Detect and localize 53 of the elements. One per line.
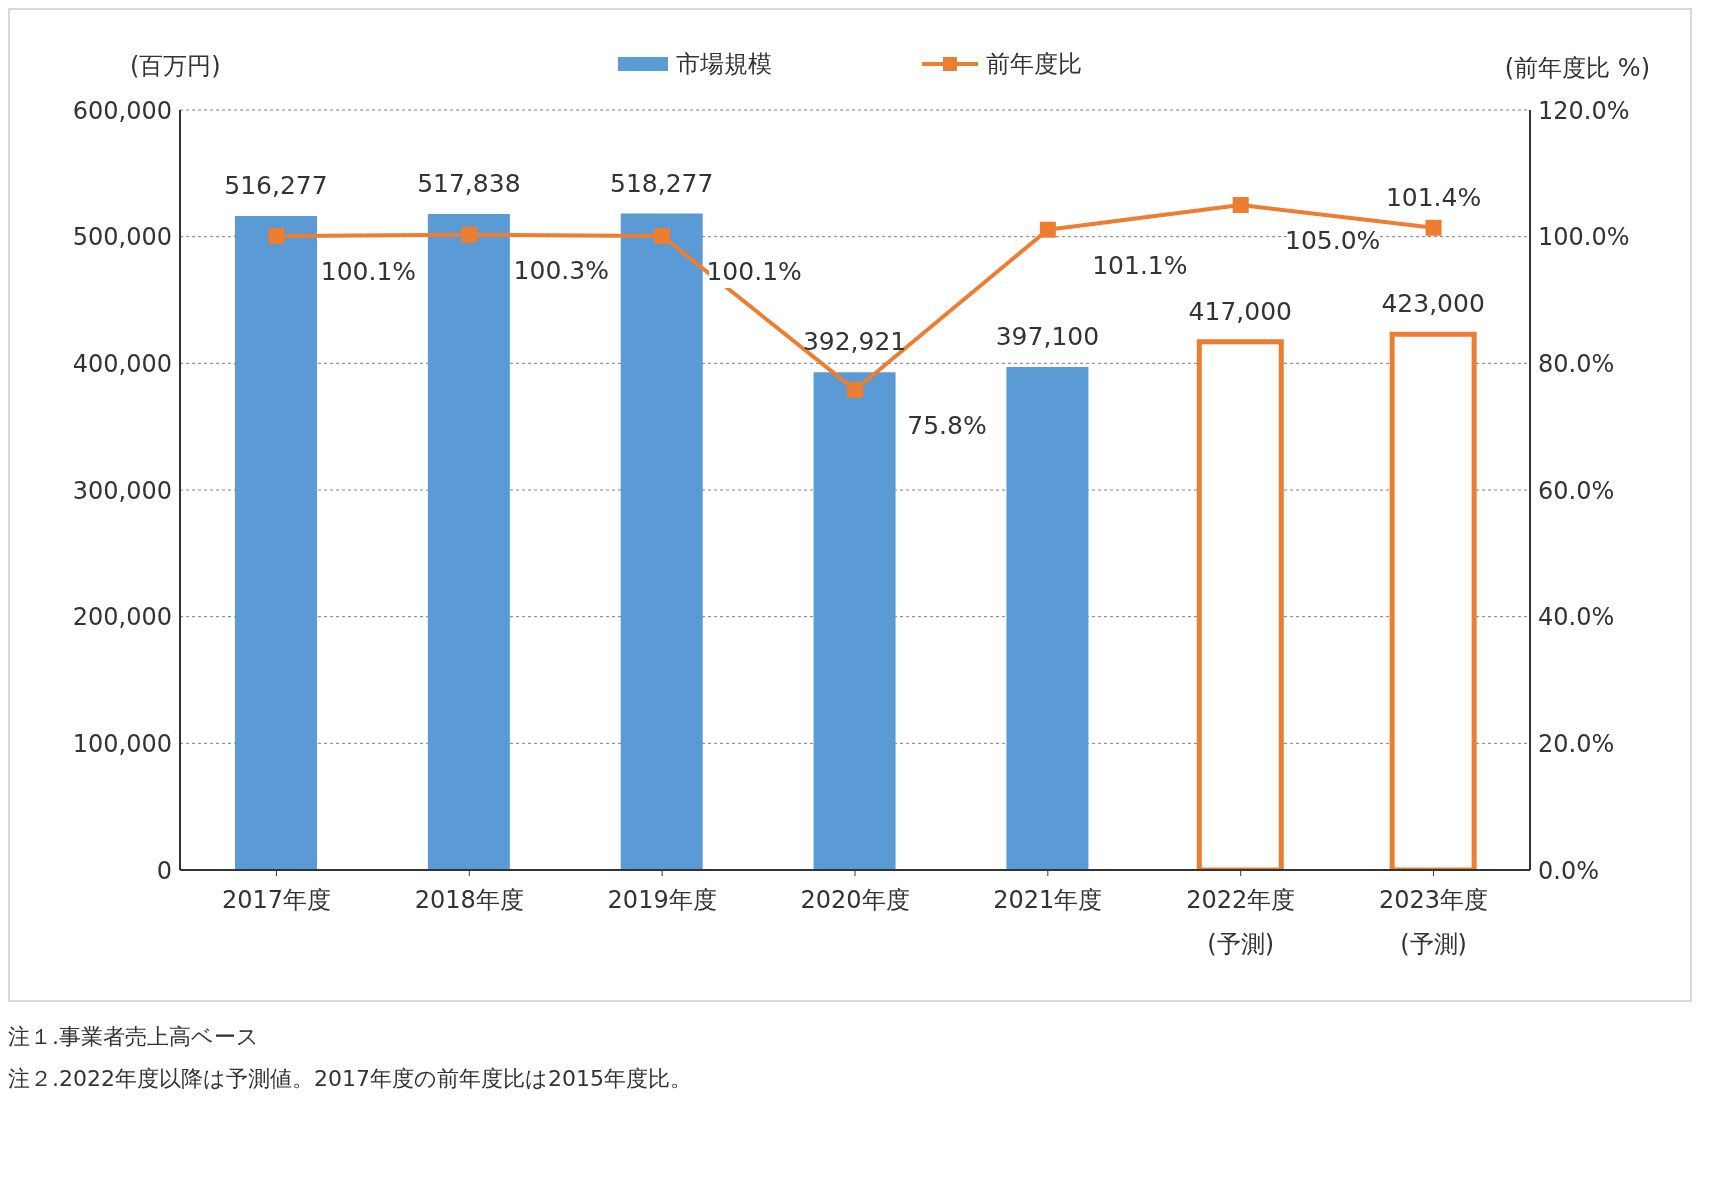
x-tick-label: 2018年度 [414, 886, 524, 914]
y-tick-label: 300,000 [72, 476, 172, 505]
y2-tick-label: 40.0% [1538, 603, 1615, 632]
y2-tick-label: 60.0% [1538, 476, 1615, 505]
x-tick-label: 2022年度 (予測) [1186, 886, 1296, 958]
x-tick-label: 2021年度 [993, 886, 1103, 914]
bar [235, 216, 317, 870]
text: 注１.事業者売上高ベース [8, 1023, 260, 1051]
data-label: 105.0% [1285, 226, 1381, 255]
bar [427, 214, 510, 870]
text: 注２.2022年度以降は予測値。2017年度の前年度比は2015年度比。 [8, 1065, 693, 1093]
legend-label: 市場規模 [676, 49, 772, 80]
y2-tick-label: 20.0% [1538, 729, 1615, 758]
y-tick-label: 600,000 [72, 96, 172, 125]
y-axis-title: (百万円) [130, 51, 221, 82]
y2-tick-label: 80.0% [1538, 349, 1615, 378]
x-tick-label: 2020年度 [800, 886, 910, 914]
point [1232, 197, 1249, 213]
point [461, 226, 478, 243]
y2-tick-label: 0.0% [1538, 856, 1599, 885]
point [654, 228, 671, 245]
y2-axis-title: (前年度比 %) [1504, 53, 1650, 84]
data-label: 101.1% [1092, 250, 1188, 280]
point [1425, 219, 1442, 236]
x-tick-label: 2017年度 [221, 886, 331, 914]
y2-tick-label: 120.0% [1538, 96, 1630, 125]
bar [620, 213, 703, 870]
data-label: 397,100 [995, 322, 1100, 352]
data-label: 417,000 [1188, 296, 1292, 326]
data-label: 101.4% [1385, 182, 1482, 212]
y2-tick-label: 100.0% [1538, 223, 1630, 252]
data-label: 518,277 [610, 168, 714, 198]
x-tick-label: 2023年度 (予測) [1379, 886, 1489, 958]
data-label: 392,921 [802, 327, 907, 357]
data-label: 100.3% [513, 255, 609, 285]
x-tick-label: 2019年度 [607, 886, 717, 914]
data-label: 100.1% [706, 257, 802, 287]
point [1039, 221, 1056, 238]
bar [813, 372, 896, 870]
y-tick-label: 100,000 [72, 729, 172, 758]
data-label: 516,277 [224, 171, 328, 201]
legend-label: 前年度比 [986, 49, 1082, 80]
data-label: 423,000 [1381, 289, 1485, 319]
y-tick-label: 400,000 [72, 349, 172, 378]
y-tick-label: 0 [156, 856, 172, 885]
bar [1006, 367, 1089, 870]
point [847, 381, 863, 398]
data-label: 75.8% [907, 410, 987, 440]
y-tick-label: 200,000 [72, 603, 172, 632]
data-label: 517,838 [417, 169, 521, 199]
data-label: 100.1% [320, 257, 417, 287]
point [268, 228, 285, 245]
y-tick-label: 500,000 [72, 223, 172, 252]
